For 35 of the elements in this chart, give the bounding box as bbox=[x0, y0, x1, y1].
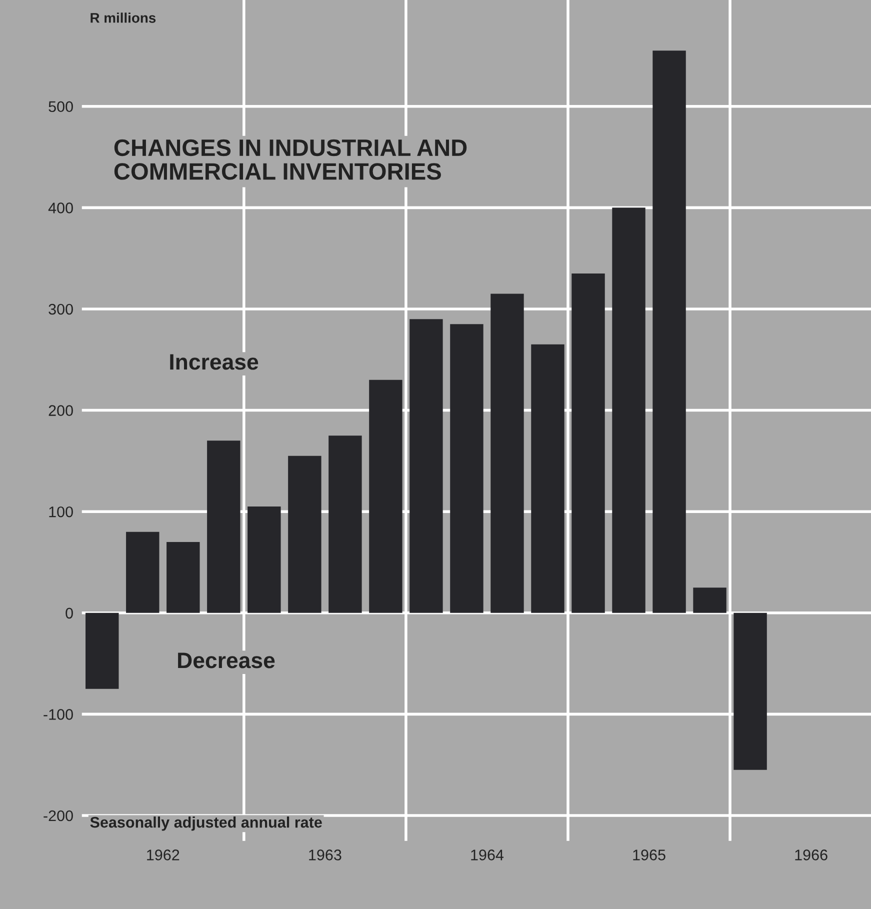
bar bbox=[572, 274, 605, 613]
bar bbox=[86, 612, 119, 689]
bar bbox=[166, 542, 200, 613]
y-tick-label: 0 bbox=[66, 608, 73, 619]
bar bbox=[450, 324, 484, 613]
x-tick-label: 1963 bbox=[309, 850, 342, 860]
bar bbox=[248, 506, 281, 613]
annotation: Increase bbox=[170, 354, 258, 370]
y-tick-label: 200 bbox=[48, 405, 73, 416]
y-tick-label: -100 bbox=[44, 709, 73, 720]
x-tick-label: 1962 bbox=[147, 850, 180, 860]
bar bbox=[410, 319, 443, 613]
bar bbox=[734, 612, 767, 770]
bar bbox=[328, 436, 362, 613]
bar bbox=[126, 532, 160, 613]
y-tick-label: -200 bbox=[44, 810, 73, 822]
x-tick-label: 1964 bbox=[471, 850, 504, 860]
bar bbox=[207, 440, 240, 613]
bar bbox=[693, 588, 726, 613]
y-tick-label: 500 bbox=[48, 101, 73, 112]
y-tick-label: 300 bbox=[48, 304, 73, 315]
bar bbox=[369, 380, 402, 613]
x-tick-label: 1965 bbox=[633, 850, 666, 860]
bar bbox=[652, 50, 686, 613]
y-axis-title: R millions bbox=[90, 12, 156, 23]
text: CHANGES IN INDUSTRIAL AND COMMERCIAL INVENTORIES bbox=[114, 139, 467, 180]
annotation: Seasonally adjusted annual rate bbox=[90, 816, 322, 831]
x-tick-label: 1966 bbox=[795, 850, 828, 860]
bar bbox=[490, 294, 524, 613]
bar bbox=[612, 208, 646, 613]
y-tick-label: 400 bbox=[48, 202, 73, 214]
y-tick-label: 100 bbox=[49, 506, 73, 518]
bar bbox=[288, 456, 322, 613]
bar bbox=[531, 344, 564, 613]
annotation: Decrease bbox=[178, 652, 275, 668]
